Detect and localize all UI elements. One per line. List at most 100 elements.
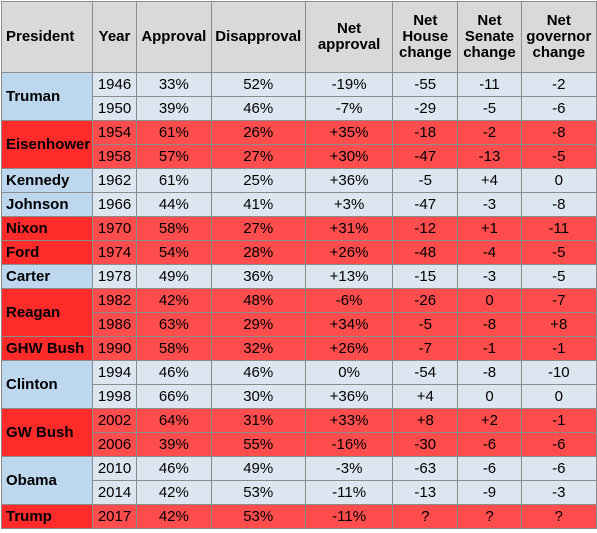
senate-cell: 0	[457, 288, 522, 313]
year-cell: 1966	[91, 192, 138, 217]
approval-cell: 46%	[136, 456, 212, 481]
approval-cell: 33%	[136, 72, 212, 97]
approval-cell: 57%	[136, 144, 212, 169]
approval-cell: 54%	[136, 240, 212, 265]
disapproval-cell: 53%	[210, 504, 306, 529]
senate-cell: -4	[457, 240, 522, 265]
approval-cell: 42%	[136, 480, 212, 505]
net-cell: +36%	[304, 384, 394, 409]
governor-cell: -10	[520, 360, 597, 385]
house-cell: -5	[392, 168, 459, 193]
table-row: 1950 39% 46% -7% -29 -5 -6	[2, 96, 597, 121]
approval-cell: 39%	[136, 96, 212, 121]
table-row: GW Bush 2002 64% 31% +33% +8 +2 -1	[1, 408, 597, 457]
net-cell: +13%	[304, 264, 394, 289]
senate-cell: -2	[457, 120, 522, 145]
header-president: President	[1, 1, 93, 73]
disapproval-cell: 41%	[210, 192, 306, 217]
header-net-house-change: Net House change	[392, 1, 459, 73]
net-cell: -16%	[304, 432, 394, 457]
house-cell: ?	[392, 504, 459, 529]
net-cell: 0%	[304, 360, 394, 385]
disapproval-cell: 46%	[210, 360, 306, 385]
governor-cell: ?	[520, 504, 597, 529]
net-cell: +31%	[304, 216, 394, 241]
year-cell: 1978	[91, 264, 138, 289]
approval-cell: 49%	[136, 264, 212, 289]
senate-cell: -1	[457, 336, 522, 361]
approval-cell: 39%	[136, 432, 212, 457]
net-cell: -11%	[304, 504, 394, 529]
table-row: 1958 57% 27% +30% -47 -13 -5	[2, 144, 597, 169]
header-year: Year	[91, 1, 138, 73]
approval-cell: 61%	[136, 168, 212, 193]
year-cell: 2017	[91, 504, 138, 529]
approval-cell: 66%	[136, 384, 212, 409]
disapproval-cell: 49%	[210, 456, 306, 481]
governor-cell: -5	[520, 144, 597, 169]
senate-cell: 0	[457, 384, 522, 409]
approval-cell: 58%	[136, 216, 212, 241]
approval-cell: 42%	[136, 504, 212, 529]
house-cell: -12	[392, 216, 459, 241]
approval-cell: 63%	[136, 312, 212, 337]
disapproval-cell: 55%	[210, 432, 306, 457]
disapproval-cell: 52%	[210, 72, 306, 97]
year-cell: 1970	[91, 216, 138, 241]
year-cell: 1946	[91, 72, 138, 97]
senate-cell: ?	[457, 504, 522, 529]
house-cell: -13	[392, 480, 459, 505]
governor-cell: -11	[520, 216, 597, 241]
disapproval-cell: 25%	[210, 168, 306, 193]
governor-cell: -8	[520, 120, 597, 145]
net-cell: +33%	[304, 408, 394, 433]
table-row: 1998 66% 30% +36% +4 0 0	[2, 384, 597, 409]
net-cell: +36%	[304, 168, 394, 193]
president-cell: Kennedy	[1, 168, 93, 193]
president-cell: Nixon	[1, 216, 93, 241]
net-cell: +35%	[304, 120, 394, 145]
disapproval-cell: 31%	[210, 408, 306, 433]
approval-cell: 58%	[136, 336, 212, 361]
governor-cell: +8	[520, 312, 597, 337]
disapproval-cell: 46%	[210, 96, 306, 121]
president-cell: Eisenhower	[1, 120, 93, 169]
senate-cell: -13	[457, 144, 522, 169]
senate-cell: -8	[457, 360, 522, 385]
governor-cell: -6	[520, 432, 597, 457]
house-cell: -30	[392, 432, 459, 457]
governor-cell: 0	[520, 384, 597, 409]
table-row: Eisenhower 1954 61% 26% +35% -18 -2 -8	[1, 120, 597, 169]
president-cell: Carter	[1, 264, 93, 289]
net-cell: -6%	[304, 288, 394, 313]
disapproval-cell: 29%	[210, 312, 306, 337]
governor-cell: 0	[520, 168, 597, 193]
president-cell: Truman	[1, 72, 93, 121]
table-row: Kennedy 1962 61% 25% +36% -5 +4 0	[1, 168, 597, 193]
senate-cell: +4	[457, 168, 522, 193]
senate-cell: +2	[457, 408, 522, 433]
table-row: Nixon 1970 58% 27% +31% -12 +1 -11	[1, 216, 597, 241]
net-cell: -11%	[304, 480, 394, 505]
disapproval-cell: 30%	[210, 384, 306, 409]
senate-cell: -8	[457, 312, 522, 337]
year-cell: 2002	[91, 408, 138, 433]
senate-cell: -9	[457, 480, 522, 505]
senate-cell: -6	[457, 432, 522, 457]
table-row: Trump 2017 42% 53% -11%???	[1, 504, 597, 529]
senate-cell: -11	[457, 72, 522, 97]
net-cell: +30%	[304, 144, 394, 169]
senate-cell: -3	[457, 264, 522, 289]
disapproval-cell: 27%	[210, 144, 306, 169]
approval-cell: 46%	[136, 360, 212, 385]
house-cell: -26	[392, 288, 459, 313]
disapproval-cell: 28%	[210, 240, 306, 265]
net-cell: +3%	[304, 192, 394, 217]
year-cell: 1994	[91, 360, 138, 385]
house-cell: -5	[392, 312, 459, 337]
table-row: 2014 42% 53% -11% -13 -9 -3	[2, 480, 597, 505]
senate-cell: -5	[457, 96, 522, 121]
house-cell: -55	[392, 72, 459, 97]
approval-cell: 61%	[136, 120, 212, 145]
governor-cell: -2	[520, 72, 597, 97]
